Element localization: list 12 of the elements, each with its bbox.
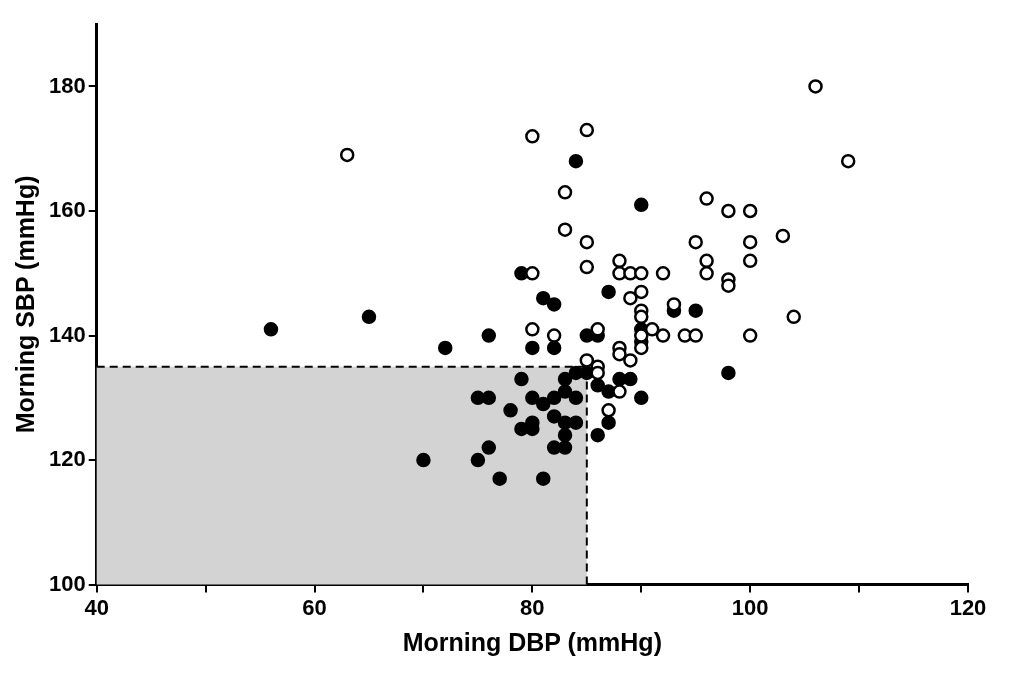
x-tick-label: 60	[302, 594, 327, 620]
x-axis-title: Morning DBP (mmHg)	[402, 627, 662, 656]
y-tick-label: 180	[48, 72, 86, 98]
y-tick-label: 140	[48, 321, 86, 347]
y-tick-label: 160	[48, 197, 86, 223]
y-tick-label: 100	[48, 570, 86, 596]
x-tick-label: 120	[949, 594, 987, 620]
x-tick-label: 100	[731, 594, 769, 620]
x-tick-label: 80	[520, 594, 545, 620]
y-axis-title: Morning SBP (mmHg)	[10, 175, 39, 434]
x-tick-label: 40	[84, 594, 109, 620]
y-tick-label: 120	[48, 446, 86, 472]
